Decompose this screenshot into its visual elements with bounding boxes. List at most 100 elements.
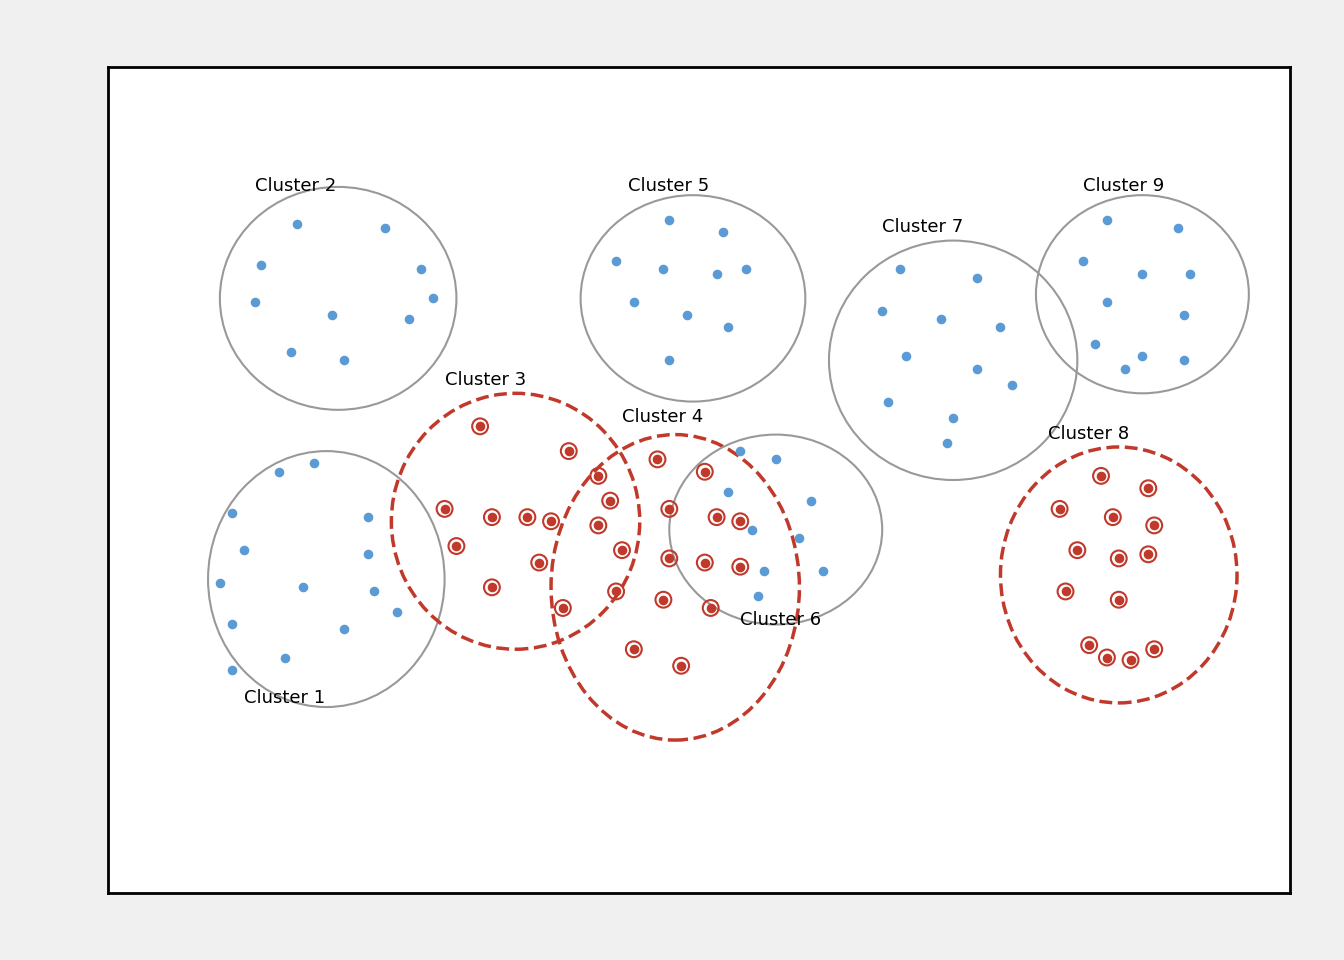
- Point: [587, 468, 609, 484]
- Point: [730, 559, 751, 574]
- Point: [1132, 348, 1153, 364]
- Point: [1078, 637, 1099, 653]
- Point: [624, 295, 645, 310]
- Text: Cluster 5: Cluster 5: [628, 178, 710, 195]
- Point: [1078, 637, 1099, 653]
- Point: [469, 419, 491, 434]
- Point: [1090, 468, 1111, 484]
- Point: [659, 551, 680, 566]
- Point: [516, 510, 538, 525]
- Point: [989, 320, 1011, 335]
- Point: [552, 600, 574, 615]
- Point: [587, 517, 609, 533]
- Point: [434, 501, 456, 516]
- Text: Cluster 2: Cluster 2: [255, 178, 336, 195]
- Point: [730, 559, 751, 574]
- Point: [694, 464, 715, 479]
- Point: [1144, 517, 1165, 533]
- Point: [659, 551, 680, 566]
- Text: Cluster 4: Cluster 4: [622, 408, 703, 426]
- Point: [966, 361, 988, 376]
- Point: [605, 584, 626, 599]
- Point: [558, 444, 579, 459]
- Point: [1073, 253, 1094, 269]
- Point: [930, 311, 952, 326]
- Point: [398, 311, 419, 326]
- Point: [1055, 584, 1077, 599]
- Point: [552, 600, 574, 615]
- Point: [220, 617, 242, 633]
- Point: [516, 510, 538, 525]
- Point: [1107, 592, 1129, 608]
- Point: [890, 262, 911, 277]
- Point: [1097, 650, 1118, 665]
- Point: [730, 514, 751, 529]
- Point: [333, 352, 355, 368]
- Point: [481, 580, 503, 595]
- Point: [481, 510, 503, 525]
- Point: [646, 452, 668, 468]
- Text: Cluster 8: Cluster 8: [1048, 425, 1129, 443]
- Point: [558, 444, 579, 459]
- Point: [1179, 266, 1200, 281]
- Point: [1085, 336, 1106, 351]
- Point: [233, 542, 254, 558]
- Point: [747, 588, 769, 603]
- Point: [718, 485, 739, 500]
- Point: [712, 225, 734, 240]
- Point: [653, 592, 675, 608]
- Point: [481, 580, 503, 595]
- Point: [694, 464, 715, 479]
- Point: [966, 270, 988, 285]
- Point: [1137, 481, 1159, 496]
- Point: [671, 659, 692, 674]
- Point: [587, 468, 609, 484]
- Point: [292, 580, 313, 595]
- Point: [612, 542, 633, 558]
- Point: [694, 555, 715, 570]
- Point: [700, 600, 722, 615]
- Point: [605, 584, 626, 599]
- Point: [653, 592, 675, 608]
- Point: [659, 501, 680, 516]
- Point: [210, 576, 231, 591]
- Point: [1132, 266, 1153, 281]
- Point: [540, 514, 562, 529]
- Point: [469, 419, 491, 434]
- Point: [1144, 641, 1165, 657]
- Point: [694, 555, 715, 570]
- Point: [375, 221, 396, 236]
- Point: [1097, 650, 1118, 665]
- Point: [742, 522, 763, 538]
- Point: [1107, 551, 1129, 566]
- Point: [358, 510, 379, 525]
- Point: [706, 266, 727, 281]
- Point: [659, 501, 680, 516]
- Point: [1107, 551, 1129, 566]
- Point: [245, 295, 266, 310]
- Point: [878, 394, 899, 409]
- Point: [1120, 652, 1141, 667]
- Point: [1090, 468, 1111, 484]
- Point: [250, 257, 271, 273]
- Point: [659, 212, 680, 228]
- Point: [937, 435, 958, 450]
- Point: [765, 452, 786, 468]
- Point: [1137, 546, 1159, 562]
- Point: [286, 216, 308, 231]
- Point: [718, 320, 739, 335]
- Point: [753, 564, 774, 579]
- Point: [363, 584, 384, 599]
- Point: [1137, 546, 1159, 562]
- Point: [624, 641, 645, 657]
- Text: Cluster 6: Cluster 6: [741, 611, 821, 629]
- Point: [706, 510, 727, 525]
- Point: [333, 621, 355, 636]
- Point: [599, 493, 621, 509]
- Point: [1120, 652, 1141, 667]
- Point: [481, 510, 503, 525]
- Point: [812, 564, 833, 579]
- Point: [895, 348, 917, 364]
- Point: [321, 307, 343, 323]
- Text: Cluster 3: Cluster 3: [445, 372, 526, 389]
